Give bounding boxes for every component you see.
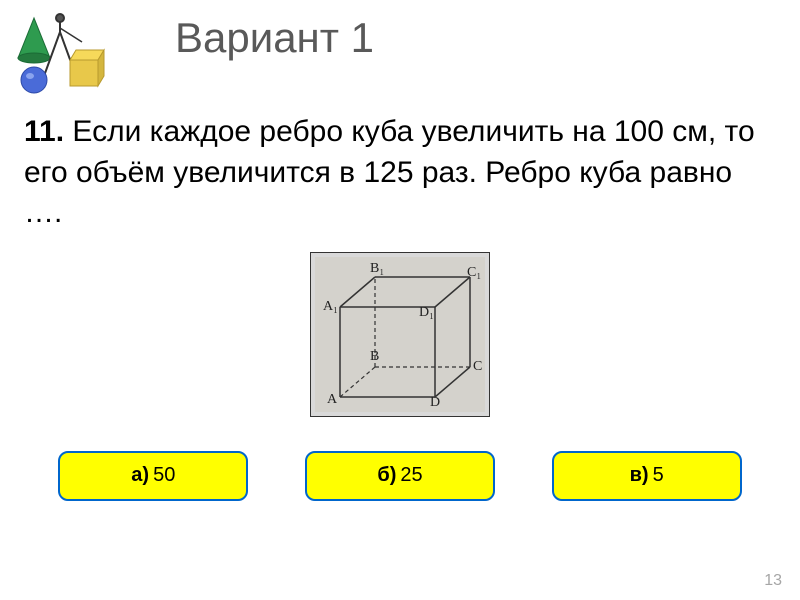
cube-label-D1: D₁ [419,305,434,321]
cube-label-D: D [430,395,440,411]
figure-border: A B C D A₁ B₁ C₁ D₁ [310,252,490,417]
answer-option-c[interactable]: в) 5 [552,451,742,501]
figure-container: A B C D A₁ B₁ C₁ D₁ [0,252,800,417]
answer-b-value: 25 [400,464,422,487]
page-number: 13 [764,572,782,590]
answer-option-b[interactable]: б) 25 [305,451,495,501]
question-text: 11. Если каждое ребро куба увеличить на … [0,98,800,234]
header: Вариант 1 [0,0,800,98]
answer-c-prefix: в) [630,464,649,487]
answers-row: а) 50 б) 25 в) 5 [0,451,800,501]
question-body: Если каждое ребро куба увеличить на 100 … [24,115,755,229]
cube-figure: A B C D A₁ B₁ C₁ D₁ [315,257,485,412]
answer-option-a[interactable]: а) 50 [58,451,248,501]
cube-label-C: C [473,359,482,375]
cube-label-B1: B₁ [370,261,384,277]
answer-a-prefix: а) [131,464,149,487]
cube-label-A: A [327,392,337,408]
cube-label-B: B [370,349,379,365]
variant-title: Вариант 1 [175,14,374,62]
geometry-clipart-icon [0,8,115,98]
answer-a-value: 50 [153,464,175,487]
cube-label-A1: A₁ [323,299,338,315]
answer-b-prefix: б) [377,464,396,487]
answer-c-value: 5 [653,464,664,487]
question-number: 11. [24,115,64,148]
cube-label-C1: C₁ [467,265,481,281]
